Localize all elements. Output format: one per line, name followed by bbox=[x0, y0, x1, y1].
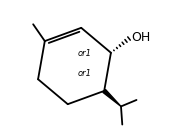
Text: OH: OH bbox=[131, 31, 151, 44]
Text: or1: or1 bbox=[78, 49, 92, 58]
Polygon shape bbox=[103, 89, 121, 106]
Text: or1: or1 bbox=[78, 69, 92, 78]
